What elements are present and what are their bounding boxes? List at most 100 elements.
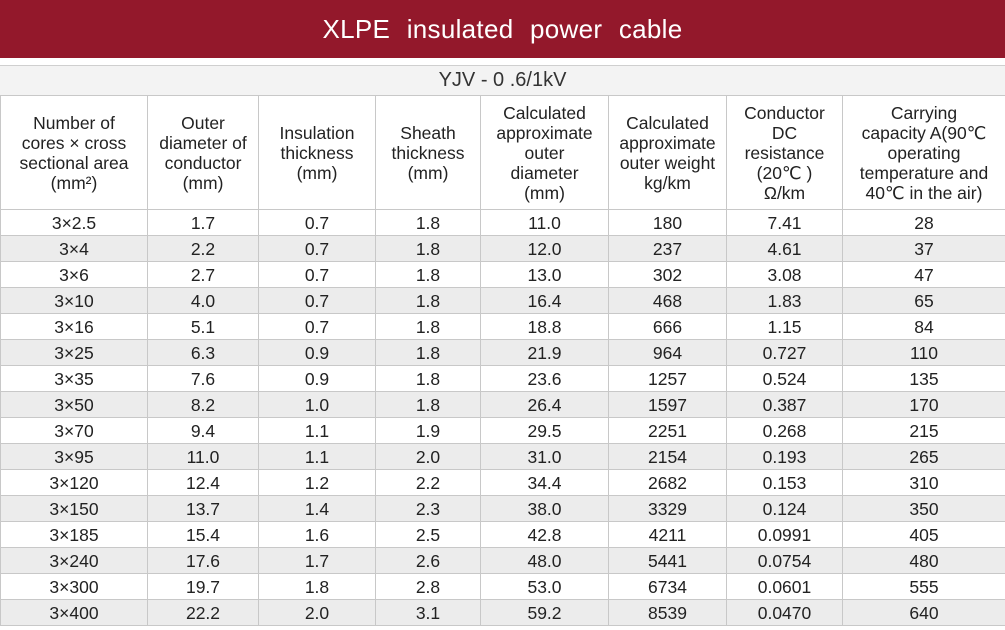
header-line: sectional area bbox=[19, 152, 129, 173]
table-row: 3×16 5.1 0.7 1.8 18.8 666 1.15 84 bbox=[0, 313, 1005, 340]
table-row: 3×400 22.2 2.0 3.1 59.2 8539 0.0470 640 bbox=[0, 599, 1005, 626]
table-row: 3×240 17.6 1.7 2.6 48.0 5441 0.0754 480 bbox=[0, 547, 1005, 574]
table-cell: 42.8 bbox=[480, 521, 609, 548]
header-line: conductor bbox=[164, 152, 242, 173]
table-cell: 3×2.5 bbox=[0, 209, 148, 236]
header-outer-diameter: Outer diameter of conductor (mm) bbox=[147, 95, 259, 210]
table-cell: 1.1 bbox=[258, 417, 376, 444]
table-header-row: Number of cores × cross sectional area (mm²… bbox=[0, 95, 1005, 210]
table-cell: 0.124 bbox=[726, 495, 843, 522]
page-title: XLPE insulated power cable bbox=[0, 0, 1005, 58]
table-cell: 23.6 bbox=[480, 365, 609, 392]
table-cell: 215 bbox=[842, 417, 1005, 444]
table-subtitle: YJV - 0 .6/1kV bbox=[0, 65, 1005, 95]
header-line: (mm) bbox=[296, 162, 338, 183]
table-cell: 1.83 bbox=[726, 287, 843, 314]
table-row: 3×2.5 1.7 0.7 1.8 11.0 180 7.41 28 bbox=[0, 209, 1005, 236]
table-cell: 1.8 bbox=[375, 339, 481, 366]
table-cell: 0.0991 bbox=[726, 521, 843, 548]
header-line: operating bbox=[887, 142, 961, 163]
table-cell: 3×400 bbox=[0, 599, 148, 626]
table-cell: 0.9 bbox=[258, 365, 376, 392]
table-cell: 3329 bbox=[608, 495, 727, 522]
table-row: 3×70 9.4 1.1 1.9 29.5 2251 0.268 215 bbox=[0, 417, 1005, 444]
table-cell: 84 bbox=[842, 313, 1005, 340]
header-dc-resistance: Conductor DC resistance (20℃ ) Ω/km bbox=[726, 95, 843, 210]
table-cell: 2.7 bbox=[147, 261, 259, 288]
table-cell: 8.2 bbox=[147, 391, 259, 418]
table-cell: 12.4 bbox=[147, 469, 259, 496]
table-cell: 1.8 bbox=[375, 287, 481, 314]
header-line: capacity A(90℃ bbox=[861, 122, 987, 143]
table-cell: 5.1 bbox=[147, 313, 259, 340]
table-cell: 29.5 bbox=[480, 417, 609, 444]
table-row: 3×95 11.0 1.1 2.0 31.0 2154 0.193 265 bbox=[0, 443, 1005, 470]
table-cell: 11.0 bbox=[480, 209, 609, 236]
table-cell: 110 bbox=[842, 339, 1005, 366]
header-line: approximate bbox=[619, 132, 716, 153]
table-cell: 22.2 bbox=[147, 599, 259, 626]
table-cell: 3×35 bbox=[0, 365, 148, 392]
table-cell: 1.8 bbox=[375, 235, 481, 262]
table-cell: 3×185 bbox=[0, 521, 148, 548]
table-cell: 265 bbox=[842, 443, 1005, 470]
table-cell: 1.8 bbox=[375, 261, 481, 288]
table-cell: 0.193 bbox=[726, 443, 843, 470]
table-cell: 13.7 bbox=[147, 495, 259, 522]
table-cell: 310 bbox=[842, 469, 1005, 496]
header-line: (mm) bbox=[407, 162, 449, 183]
header-line: outer weight bbox=[619, 152, 716, 173]
table-cell: 1.1 bbox=[258, 443, 376, 470]
table-cell: 38.0 bbox=[480, 495, 609, 522]
table-cell: 237 bbox=[608, 235, 727, 262]
table-cell: 4211 bbox=[608, 521, 727, 548]
header-calc-outer-diameter: Calculated approximate outer diameter (mm) bbox=[480, 95, 609, 210]
header-line: Calculated bbox=[626, 112, 709, 133]
table-cell: 16.4 bbox=[480, 287, 609, 314]
header-line: (mm²) bbox=[50, 172, 98, 193]
table-cell: 2.6 bbox=[375, 547, 481, 574]
header-line: kg/km bbox=[644, 172, 691, 193]
header-calc-weight: Calculated approximate outer weight kg/km bbox=[608, 95, 727, 210]
header-line: thickness bbox=[280, 142, 354, 163]
table-cell: 12.0 bbox=[480, 235, 609, 262]
table-cell: 0.0754 bbox=[726, 547, 843, 574]
table-cell: 1.4 bbox=[258, 495, 376, 522]
table-cell: 0.153 bbox=[726, 469, 843, 496]
table-cell: 2682 bbox=[608, 469, 727, 496]
table-cell: 0.7 bbox=[258, 261, 376, 288]
table-cell: 0.0601 bbox=[726, 573, 843, 600]
header-sheath-thickness: Sheath thickness (mm) bbox=[375, 95, 481, 210]
table-row: 3×150 13.7 1.4 2.3 38.0 3329 0.124 350 bbox=[0, 495, 1005, 522]
table-cell: 0.0470 bbox=[726, 599, 843, 626]
header-line: Carrying bbox=[890, 102, 958, 123]
table-cell: 2251 bbox=[608, 417, 727, 444]
table-row: 3×35 7.6 0.9 1.8 23.6 1257 0.524 135 bbox=[0, 365, 1005, 392]
table-cell: 0.268 bbox=[726, 417, 843, 444]
table-cell: 3×50 bbox=[0, 391, 148, 418]
table-cell: 2.8 bbox=[375, 573, 481, 600]
title-spacer bbox=[0, 58, 1005, 65]
header-line: approximate bbox=[496, 122, 593, 143]
table-cell: 2.0 bbox=[258, 599, 376, 626]
table-cell: 2.3 bbox=[375, 495, 481, 522]
header-line: cores × cross bbox=[21, 132, 127, 153]
table-row: 3×4 2.2 0.7 1.8 12.0 237 4.61 37 bbox=[0, 235, 1005, 262]
header-line: diameter bbox=[510, 162, 579, 183]
table-cell: 6734 bbox=[608, 573, 727, 600]
table-cell: 1.15 bbox=[726, 313, 843, 340]
table-cell: 0.524 bbox=[726, 365, 843, 392]
header-line: Calculated bbox=[503, 102, 586, 123]
header-line: Sheath bbox=[400, 122, 456, 143]
table-cell: 0.387 bbox=[726, 391, 843, 418]
table-cell: 3×16 bbox=[0, 313, 148, 340]
table-body: 3×2.5 1.7 0.7 1.8 11.0 180 7.41 28 3×4 2.2 0.7 1.8 1… bbox=[0, 209, 1005, 626]
table-cell: 1.2 bbox=[258, 469, 376, 496]
table-cell: 31.0 bbox=[480, 443, 609, 470]
table-cell: 2.5 bbox=[375, 521, 481, 548]
header-line: Insulation bbox=[279, 122, 355, 143]
table-cell: 0.7 bbox=[258, 235, 376, 262]
table-cell: 1.6 bbox=[258, 521, 376, 548]
table-cell: 1.9 bbox=[375, 417, 481, 444]
table-cell: 2.2 bbox=[147, 235, 259, 262]
